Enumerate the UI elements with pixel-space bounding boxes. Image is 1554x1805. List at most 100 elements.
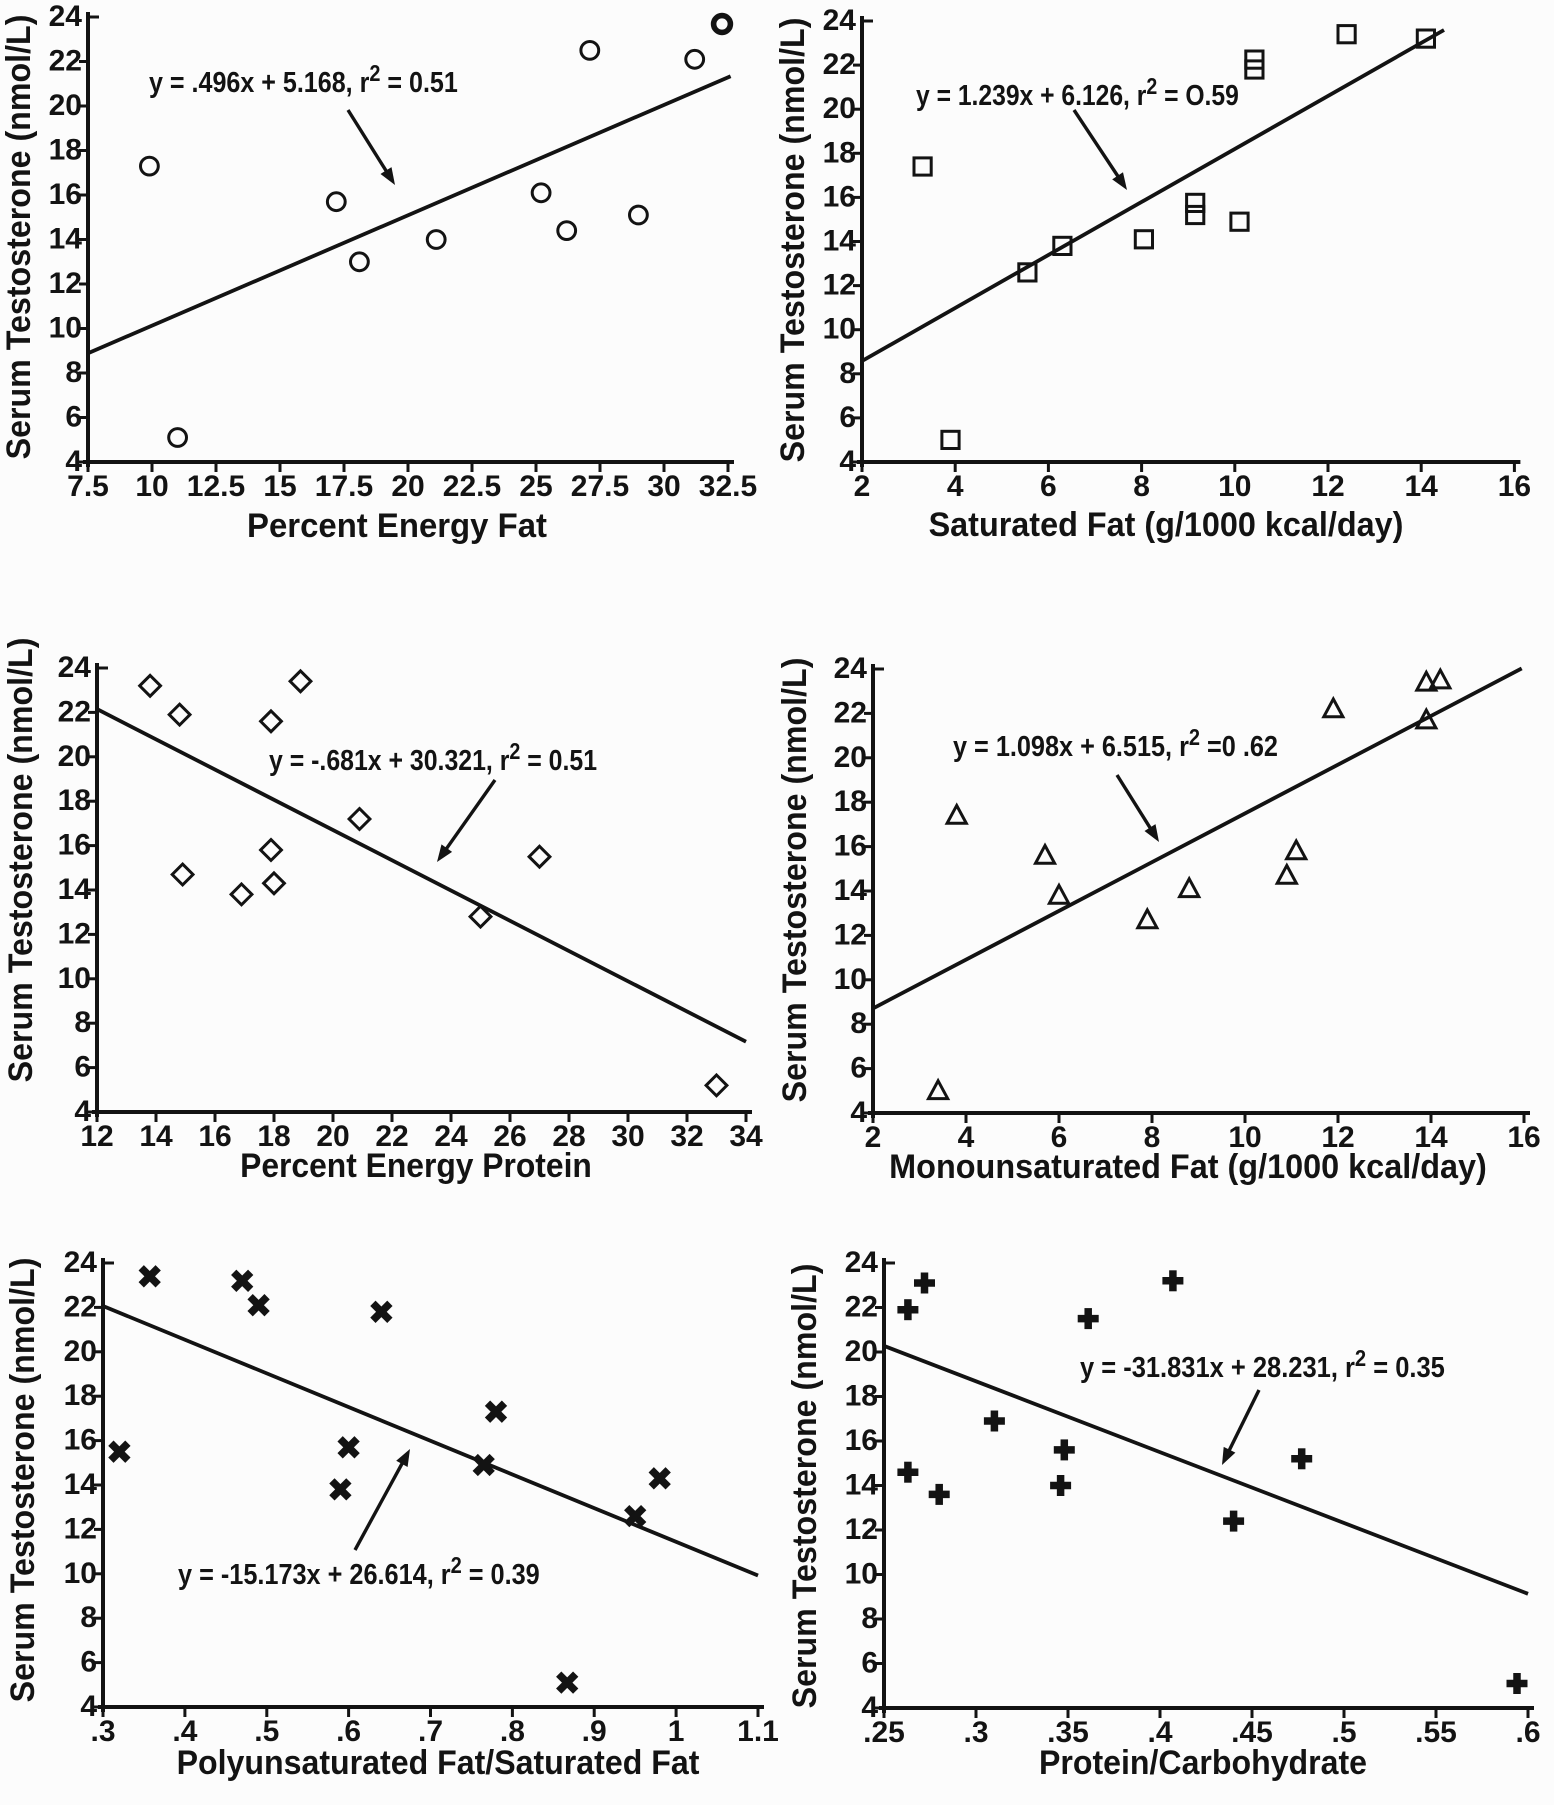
svg-text:6: 6: [1040, 470, 1057, 503]
svg-text:20: 20: [49, 89, 82, 122]
svg-text:12: 12: [64, 1512, 97, 1545]
svg-text:22: 22: [58, 695, 91, 728]
svg-text:8: 8: [65, 356, 82, 389]
svg-text:.25: .25: [863, 1716, 905, 1749]
svg-text:.35: .35: [1047, 1716, 1089, 1749]
svg-text:14: 14: [58, 873, 92, 906]
svg-text:6: 6: [80, 1646, 97, 1679]
svg-text:22.5: 22.5: [443, 470, 501, 503]
svg-text:2: 2: [854, 470, 871, 503]
svg-text:Serum Testosterone (nmol/L): Serum Testosterone (nmol/L): [2, 638, 40, 1083]
svg-text:20: 20: [845, 1335, 878, 1368]
svg-text:8: 8: [80, 1601, 97, 1634]
svg-text:y = .496x + 5.168, r2 = 0.51: y = .496x + 5.168, r2 = 0.51: [149, 61, 458, 99]
svg-text:14: 14: [845, 1469, 879, 1502]
svg-text:4: 4: [65, 445, 82, 478]
svg-text:Serum Testosterone (nmol/L): Serum Testosterone (nmol/L): [0, 15, 38, 460]
svg-text:10: 10: [1218, 470, 1251, 503]
svg-text:4: 4: [861, 1691, 878, 1724]
svg-text:10: 10: [1228, 1121, 1261, 1154]
svg-text:30: 30: [647, 470, 680, 503]
svg-text:24: 24: [823, 4, 857, 37]
svg-text:14: 14: [1405, 470, 1439, 503]
svg-text:16: 16: [58, 829, 91, 862]
svg-text:2: 2: [865, 1121, 882, 1154]
svg-text:22: 22: [64, 1290, 97, 1323]
svg-text:4: 4: [850, 1096, 867, 1129]
svg-text:16: 16: [1507, 1121, 1540, 1154]
svg-text:22: 22: [845, 1291, 878, 1324]
svg-text:.5: .5: [254, 1715, 279, 1748]
svg-text:12: 12: [49, 267, 82, 300]
svg-text:4: 4: [74, 1095, 91, 1128]
svg-text:.9: .9: [582, 1715, 607, 1748]
svg-text:10: 10: [135, 470, 168, 503]
svg-text:y = -.681x + 30.321, r2 = 0.51: y = -.681x + 30.321, r2 = 0.51: [269, 739, 597, 777]
svg-text:34: 34: [729, 1120, 763, 1153]
svg-text:8: 8: [74, 1006, 91, 1039]
svg-text:10: 10: [834, 963, 867, 996]
svg-text:16: 16: [845, 1424, 878, 1457]
svg-text:Saturated Fat (g/1000 kcal/day: Saturated Fat (g/1000 kcal/day): [929, 506, 1404, 544]
svg-text:.4: .4: [172, 1715, 197, 1748]
svg-text:14: 14: [139, 1120, 173, 1153]
svg-text:17.5: 17.5: [315, 470, 373, 503]
svg-text:.3: .3: [963, 1716, 988, 1749]
svg-text:Serum Testosterone (nmol/L): Serum Testosterone (nmol/L): [786, 1264, 824, 1709]
svg-text:18: 18: [49, 134, 82, 167]
svg-text:27.5: 27.5: [571, 470, 629, 503]
svg-text:y = 1.098x + 6.515, r2 =0 .62: y = 1.098x + 6.515, r2 =0 .62: [953, 724, 1278, 763]
svg-text:4: 4: [839, 445, 856, 478]
svg-text:Monounsaturated Fat (g/1000 kc: Monounsaturated Fat (g/1000 kcal/day): [889, 1148, 1487, 1186]
svg-text:1: 1: [668, 1715, 685, 1748]
svg-text:24: 24: [64, 1246, 98, 1279]
svg-text:18: 18: [845, 1380, 878, 1413]
svg-text:6: 6: [65, 401, 82, 434]
svg-text:y = 1.239x + 6.126, r2 = O.59: y = 1.239x + 6.126, r2 = O.59: [916, 74, 1239, 112]
svg-text:12: 12: [1311, 470, 1344, 503]
svg-text:15: 15: [263, 470, 296, 503]
svg-text:16: 16: [49, 178, 82, 211]
svg-text:18: 18: [834, 785, 867, 818]
svg-text:14: 14: [1414, 1121, 1448, 1154]
svg-text:18: 18: [823, 136, 856, 169]
svg-text:18: 18: [257, 1120, 290, 1153]
svg-text:.5: .5: [1331, 1716, 1356, 1749]
svg-text:.6: .6: [1515, 1716, 1540, 1749]
svg-text:32.5: 32.5: [699, 470, 757, 503]
svg-text:Protein/Carbohydrate: Protein/Carbohydrate: [1039, 1744, 1367, 1782]
svg-text:16: 16: [198, 1120, 231, 1153]
svg-text:.55: .55: [1415, 1716, 1457, 1749]
svg-text:16: 16: [823, 180, 856, 213]
svg-text:.4: .4: [1147, 1716, 1172, 1749]
svg-text:28: 28: [552, 1120, 585, 1153]
svg-text:22: 22: [49, 45, 82, 78]
svg-text:6: 6: [850, 1052, 867, 1085]
svg-text:24: 24: [845, 1246, 879, 1279]
svg-text:12: 12: [823, 269, 856, 302]
svg-text:8: 8: [839, 357, 856, 390]
svg-text:24: 24: [834, 652, 868, 685]
svg-text:Serum Testosterone (nmol/L): Serum Testosterone (nmol/L): [4, 1258, 42, 1703]
svg-text:.3: .3: [90, 1715, 115, 1748]
svg-text:8: 8: [850, 1007, 867, 1040]
svg-text:14: 14: [49, 223, 83, 256]
svg-text:7.5: 7.5: [67, 470, 109, 503]
svg-text:24: 24: [434, 1120, 468, 1153]
svg-text:6: 6: [839, 401, 856, 434]
svg-text:18: 18: [58, 784, 91, 817]
svg-text:.6: .6: [336, 1715, 361, 1748]
svg-text:6: 6: [1051, 1121, 1068, 1154]
svg-text:14: 14: [823, 225, 857, 258]
svg-text:20: 20: [834, 741, 867, 774]
svg-text:22: 22: [375, 1120, 408, 1153]
svg-text:8: 8: [1144, 1121, 1161, 1154]
svg-text:10: 10: [823, 313, 856, 346]
svg-text:8: 8: [1133, 470, 1150, 503]
svg-text:.8: .8: [500, 1715, 525, 1748]
svg-text:1.1: 1.1: [737, 1715, 779, 1748]
svg-text:30: 30: [611, 1120, 644, 1153]
svg-text:12: 12: [80, 1120, 113, 1153]
svg-text:24: 24: [58, 651, 92, 684]
svg-text:4: 4: [947, 470, 964, 503]
